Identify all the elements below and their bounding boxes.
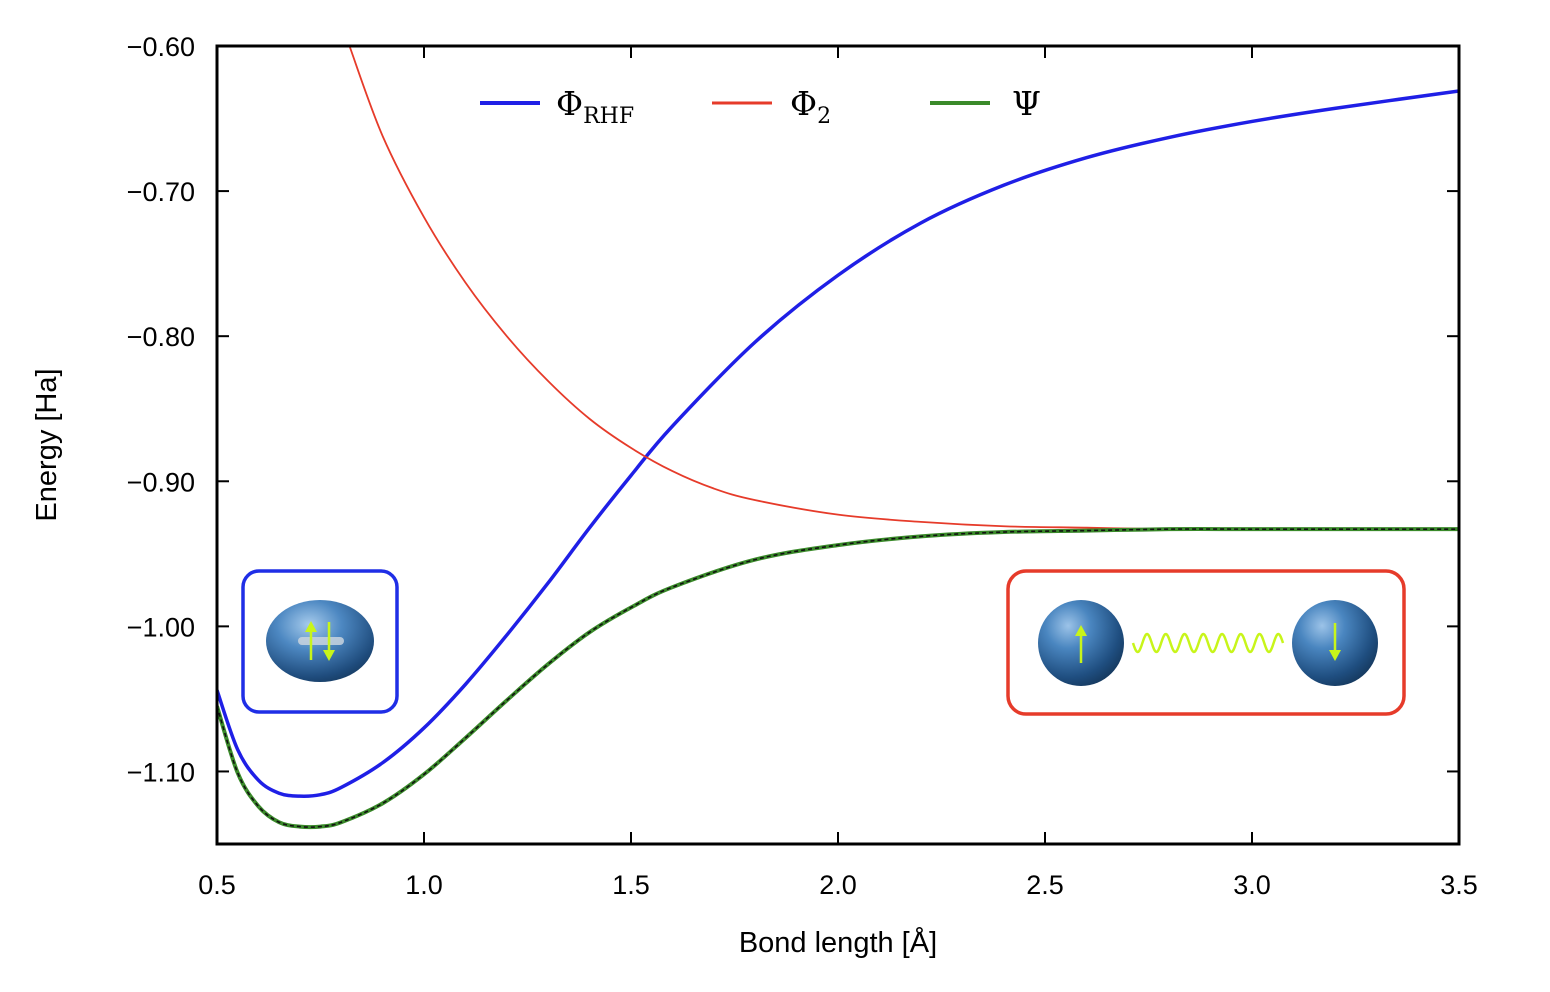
x-tick-label: 2.5 [1026, 870, 1064, 900]
series-line-psi-dashed-overlay [217, 528, 1459, 828]
x-tick-label: 2.0 [819, 870, 857, 900]
x-tick-label: 1.5 [612, 870, 650, 900]
y-tick-label: −0.80 [127, 322, 195, 352]
x-axis-title: Bond length [Å] [739, 926, 937, 959]
legend-label-rhf: ΦRHF [556, 84, 634, 129]
spin-down-arrow-icon [1329, 623, 1341, 661]
y-tick-label: −1.10 [127, 757, 195, 787]
x-axis-ticks: 0.5 1.0 1.5 2.0 2.5 3.0 3.5 [198, 46, 1478, 900]
plot-frame [215, 44, 1461, 846]
entanglement-wave-icon [1131, 632, 1285, 654]
series-line-psi [217, 527, 1459, 830]
bonded-molecule-inset [241, 569, 399, 714]
x-tick-label: 1.0 [405, 870, 443, 900]
legend-label-psi: Ψ [1012, 84, 1041, 123]
x-tick-label: 3.5 [1440, 870, 1478, 900]
dissociated-atoms-inset [1006, 569, 1406, 716]
legend-label-phi2: Φ2 [790, 84, 831, 129]
y-tick-label: −0.90 [127, 467, 195, 497]
x-tick-label: 0.5 [198, 870, 236, 900]
series-line-phi2 [348, 46, 1459, 531]
y-axis-title: Energy [Ha] [31, 368, 63, 521]
y-tick-label: −1.00 [127, 612, 195, 642]
series-layer [217, 46, 1459, 830]
y-tick-label: −0.70 [127, 177, 195, 207]
series-line-rhf [217, 89, 1459, 798]
x-tick-label: 3.0 [1233, 870, 1271, 900]
y-tick-label: −0.60 [127, 32, 195, 62]
y-axis-ticks: −0.60 −0.70 −0.80 −0.90 −1.00 −1.10 [127, 32, 1459, 787]
legend: ΦRHF Φ2 Ψ [480, 84, 1041, 129]
spin-up-arrow-icon [1075, 625, 1087, 663]
spin-pair-arrows-icon [305, 621, 335, 661]
